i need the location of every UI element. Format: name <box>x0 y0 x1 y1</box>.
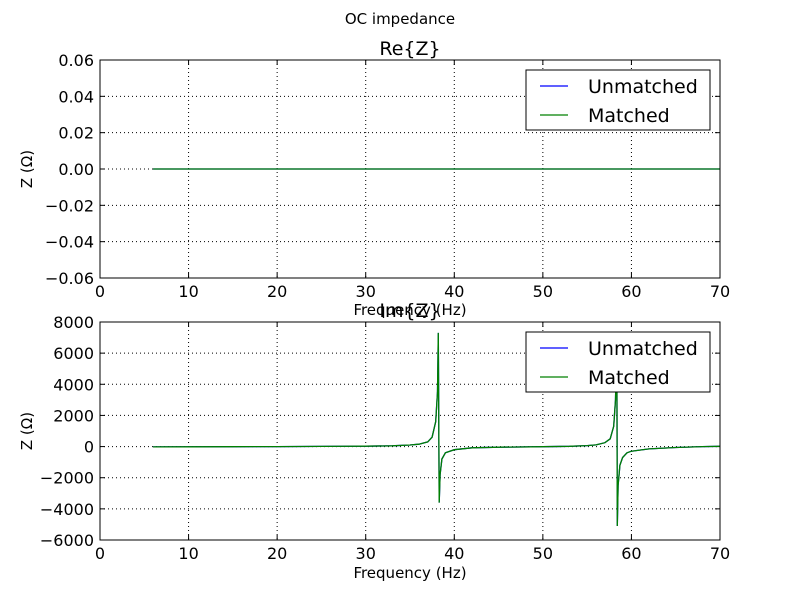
x-tick-label: 70 <box>710 282 730 301</box>
y-tick-label: 4000 <box>53 375 94 394</box>
plot-frame <box>99 59 721 279</box>
y-tick-label: −0.06 <box>45 269 94 288</box>
y-axis-label: Z (Ω) <box>18 150 36 188</box>
y-tick-label: 0 <box>84 438 94 457</box>
y-tick-label: −0.02 <box>45 196 94 215</box>
y-tick-label: −2000 <box>40 469 94 488</box>
legend-box <box>525 69 711 131</box>
x-tick-label: 30 <box>356 282 376 301</box>
legend-label-unmatched: Unmatched <box>588 76 698 98</box>
y-tick-label: 0.04 <box>58 87 94 106</box>
series-line-matched <box>153 332 720 527</box>
y-tick-label: −4000 <box>40 500 94 519</box>
x-tick-label: 0 <box>95 282 105 301</box>
y-tick-label: 2000 <box>53 406 94 425</box>
y-tick-label: 0.02 <box>58 124 94 143</box>
y-tick-label: 0.06 <box>58 51 94 70</box>
x-tick-label: 60 <box>621 544 641 563</box>
x-axis-label: Frequency (Hz) <box>353 301 466 319</box>
chart-panel-1: 0 10 20 30 40 50 60 70 0.06 0.04 0.02 0.00 −0.02 −0.0… <box>18 38 730 319</box>
y-axis-label: Z (Ω) <box>18 412 36 450</box>
x-tick-label: 10 <box>178 544 198 563</box>
legend: Unmatched Matched <box>525 69 711 131</box>
panel-title: Re{Z} <box>379 38 440 60</box>
legend-box <box>525 331 711 393</box>
legend-label-matched: Matched <box>588 105 670 127</box>
panel-title: Im{Z} <box>379 300 440 322</box>
legend-label-matched: Matched <box>588 367 670 389</box>
y-tick-label: −6000 <box>40 531 94 550</box>
x-axis-label: Frequency (Hz) <box>353 564 466 582</box>
y-tick-label: −0.04 <box>45 233 94 252</box>
legend-label-unmatched: Unmatched <box>588 338 698 360</box>
x-tick-label: 50 <box>533 282 553 301</box>
plot-frame <box>99 321 721 541</box>
x-tick-label: 60 <box>621 282 641 301</box>
x-tick-label: 20 <box>267 544 287 563</box>
y-tick-label: 6000 <box>53 344 94 363</box>
x-tick-label: 0 <box>95 544 105 563</box>
x-tick-label: 10 <box>178 282 198 301</box>
figure-suptitle: OC impedance <box>345 10 455 28</box>
y-tick-label: 8000 <box>53 313 94 332</box>
legend: Unmatched Matched <box>525 331 711 393</box>
x-tick-label: 70 <box>710 544 730 563</box>
x-tick-label: 20 <box>267 282 287 301</box>
y-tick-label: 0.00 <box>58 160 94 179</box>
x-tick-label: 40 <box>444 544 464 563</box>
x-tick-label: 50 <box>533 544 553 563</box>
x-tick-label: 40 <box>444 282 464 301</box>
chart-panel-2: 0 10 20 30 40 50 60 70 8000 6000 4000 2000 0 −2000 −40… <box>18 300 730 582</box>
x-tick-label: 30 <box>356 544 376 563</box>
